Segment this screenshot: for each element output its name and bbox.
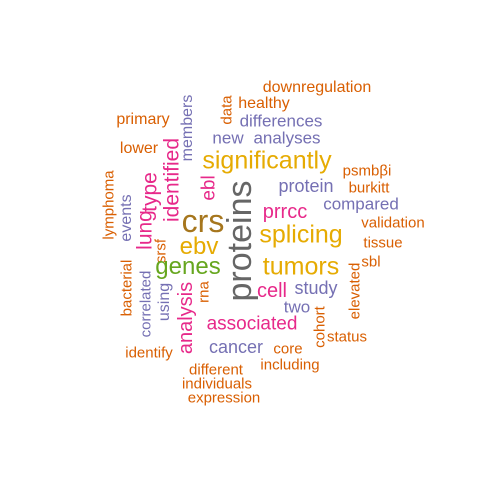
word-identify: identify	[125, 344, 173, 362]
word-burkitt: burkitt	[348, 179, 390, 197]
word-lymphoma: lymphoma	[100, 170, 118, 240]
word-splicing: splicing	[259, 220, 343, 249]
word-core: core	[273, 340, 303, 358]
word-downregulation: downregulation	[262, 79, 372, 96]
word-prrcc: prrcc	[262, 201, 308, 223]
word-genes: genes	[155, 253, 221, 280]
word-primary: primary	[116, 111, 170, 128]
word-lower: lower	[119, 140, 159, 157]
word-elevated: elevated	[346, 262, 364, 320]
word-study: study	[294, 278, 338, 298]
word-ebl: ebl	[198, 175, 220, 201]
word-two: two	[283, 297, 311, 317]
word-analyses: analyses	[253, 128, 321, 148]
word-differences: differences	[239, 111, 323, 131]
word-sbl: sbl	[361, 253, 381, 271]
word-different: different	[189, 361, 243, 379]
word-cancer: cancer	[208, 337, 264, 357]
word-cell: cell	[256, 280, 288, 302]
word-using: using	[156, 282, 173, 322]
word-cohort: cohort	[311, 306, 329, 348]
word-proteins: proteins	[221, 180, 259, 302]
word-associated: associated	[206, 313, 298, 335]
word-including: including	[260, 356, 320, 374]
word-identified: identified	[160, 137, 184, 223]
word-compared: compared	[323, 194, 399, 214]
word-healthy: healthy	[238, 95, 290, 112]
word-rna: rna	[195, 281, 213, 303]
word-type: type	[138, 172, 162, 212]
word-correlated: correlated	[137, 270, 155, 338]
word-crs: crs	[181, 203, 225, 239]
word-new: new	[212, 128, 244, 148]
word-expression: expression	[187, 389, 261, 407]
word-ebv: ebv	[179, 233, 219, 260]
word-data: data	[218, 95, 236, 125]
word-analysis: analysis	[175, 281, 197, 355]
word-psmbbi: psmbβi	[342, 162, 392, 180]
word-validation: validation	[361, 214, 425, 232]
word-bacterial: bacterial	[118, 259, 136, 317]
word-tumors: tumors	[262, 252, 340, 281]
word-status: status	[326, 328, 368, 346]
word-individuals: individuals	[181, 375, 253, 393]
word-tissue: tissue	[363, 234, 403, 252]
word-protein: protein	[278, 176, 334, 196]
word-significantly: significantly	[202, 146, 332, 175]
